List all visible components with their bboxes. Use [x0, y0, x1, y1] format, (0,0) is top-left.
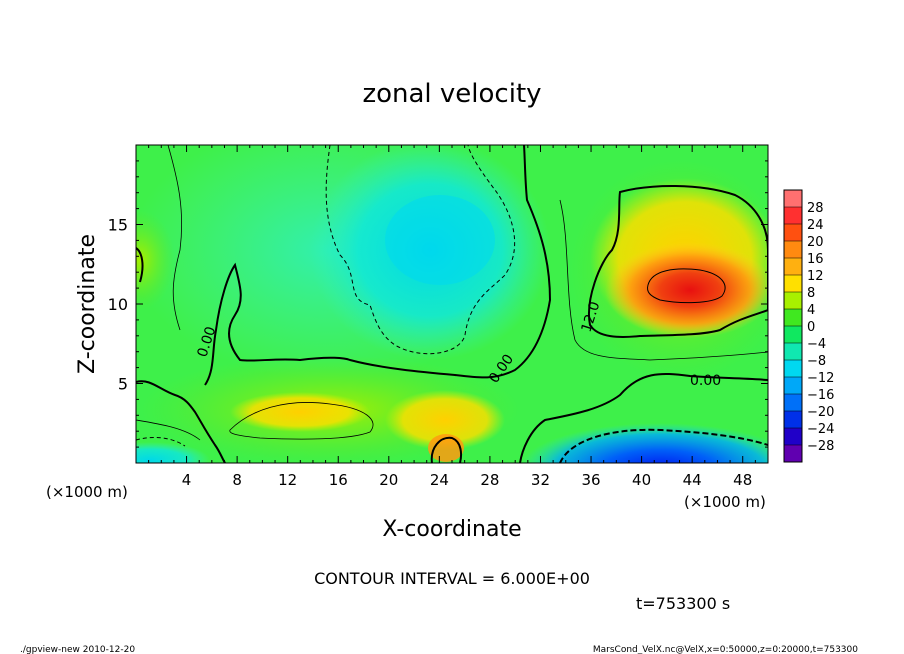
contour-zero-right — [519, 373, 768, 463]
contour-thin-1 — [647, 268, 726, 304]
colorbar-swatch — [784, 394, 802, 412]
footer-right: MarsCond_VelX.nc@VelX,x=0:50000,z=0:2000… — [593, 645, 858, 654]
contour-thin-4 — [559, 199, 768, 361]
colorbar-label: −16 — [807, 388, 834, 403]
region-lime-left — [136, 210, 175, 310]
x-tick-label: 4 — [182, 471, 192, 489]
region-red-core — [605, 242, 768, 338]
colorbar-swatch — [784, 309, 802, 327]
contour-zero-leftedge — [136, 247, 144, 283]
plot-area: 0.00 0.00 0.00 12.0 — [136, 145, 768, 463]
region-cyan-inner — [385, 195, 495, 285]
contour-label-zero-right: 0.00 — [690, 373, 721, 389]
colorbar-label: 8 — [807, 286, 815, 301]
contour-zero-mid — [204, 145, 552, 386]
colorbar-swatch — [784, 190, 802, 208]
x-tick-label: 24 — [430, 471, 449, 489]
x-tick-label: 12 — [278, 471, 297, 489]
colorbar-label: −8 — [807, 354, 826, 369]
x-unit-right: (×1000 m) — [684, 493, 766, 511]
region-yellow-lower — [230, 392, 370, 432]
x-tick-label: 48 — [733, 471, 752, 489]
y-axis: 5 10 15 — [108, 160, 768, 448]
colorbar-swatch — [784, 224, 802, 242]
footer-left: ./gpview-new 2010-12-20 — [20, 645, 135, 654]
colorbar-swatch — [784, 326, 802, 344]
region-cyan-bottom-left — [136, 442, 210, 463]
contour-thin-5 — [136, 419, 201, 441]
y-tick-label: 5 — [118, 375, 128, 394]
contour-interval: CONTOUR INTERVAL = 6.000E+00 — [314, 569, 590, 588]
contour-neg-2 — [559, 428, 768, 463]
colorbar-label: 28 — [807, 201, 824, 216]
colorbar-swatch — [784, 258, 802, 276]
y-axis-label: Z-coordinate — [75, 234, 100, 374]
x-tick-label: 44 — [683, 471, 702, 489]
colorbar-swatch — [784, 428, 802, 446]
colorbar-swatch — [784, 241, 802, 259]
contour-zero-left — [136, 380, 226, 463]
contour-neg-1 — [325, 145, 515, 355]
colorbar-swatch — [784, 360, 802, 378]
region-yellow-lower2 — [385, 390, 505, 450]
colorbar-label: −20 — [807, 405, 834, 420]
x-tick-label: 16 — [329, 471, 348, 489]
colorbar-swatch — [784, 411, 802, 429]
y-tick-label: 10 — [108, 295, 128, 314]
colorbar-swatch — [784, 377, 802, 395]
contour-thin-2 — [167, 145, 182, 331]
colorbar-label: −4 — [807, 337, 826, 352]
colorbar-swatch — [784, 275, 802, 293]
contour-neg-3 — [136, 437, 186, 447]
colorbar-swatch — [784, 343, 802, 361]
colorbar-swatch — [784, 445, 802, 463]
contour-zero-bottom-orange — [430, 436, 462, 463]
colorbar-label: 0 — [807, 320, 815, 335]
x-tick-label: 20 — [379, 471, 398, 489]
colorbar-label: 24 — [807, 218, 824, 233]
colorbar-label: 12 — [807, 269, 824, 284]
colorbar-label: −12 — [807, 371, 834, 386]
colorbar-swatch — [784, 207, 802, 225]
time-label: t=753300 s — [636, 594, 730, 613]
x-axis: 4 8 12 16 20 24 28 32 36 40 44 48 — [148, 145, 756, 489]
colorbar-swatch — [784, 292, 802, 310]
contour-twelve — [588, 184, 768, 338]
x-unit-left: (×1000 m) — [46, 483, 128, 501]
colorbar-label: −28 — [807, 439, 834, 454]
x-tick-label: 8 — [232, 471, 242, 489]
colorbar-label: −24 — [807, 422, 834, 437]
colorbar-label: 16 — [807, 252, 824, 267]
x-tick-label: 32 — [531, 471, 550, 489]
colorbar: 28 24 20 16 12 8 4 0 −4 −8 −12 −16 −20 −24 −28 — [783, 189, 834, 463]
x-axis-label: X-coordinate — [382, 517, 521, 542]
region-orange-bottom — [428, 434, 464, 462]
x-tick-label: 28 — [480, 471, 499, 489]
y-tick-label: 15 — [108, 216, 128, 235]
chart-title: zonal velocity — [362, 79, 541, 109]
colorbar-label: 20 — [807, 235, 824, 250]
x-tick-label: 36 — [581, 471, 600, 489]
contour-thin-3 — [229, 402, 374, 440]
colorbar-label: 4 — [807, 303, 815, 318]
x-tick-label: 40 — [632, 471, 651, 489]
